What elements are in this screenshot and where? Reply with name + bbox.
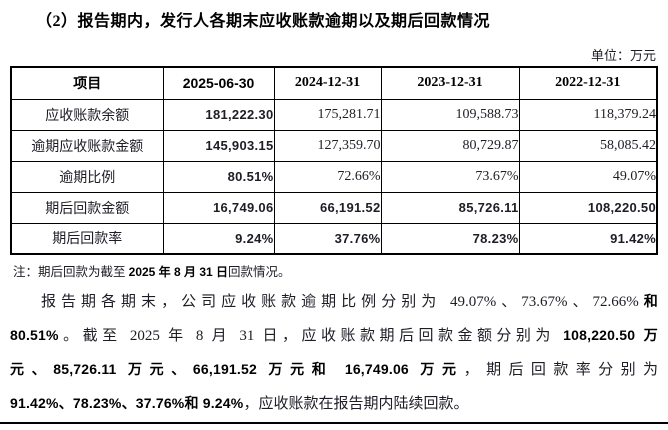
note-text: 回款情况。 xyxy=(228,265,291,279)
value-cell: 49.07% xyxy=(518,160,658,193)
para-text: ，期后回款率分别为 xyxy=(463,362,658,378)
row-label: 期后回款金额 xyxy=(10,191,164,224)
table-row: 应收账款余额 181,222.30 175,281.71 109,588.73 118,… xyxy=(10,98,658,131)
para-bold-text: 91.42%、78.23%、37.76%和 9.24% xyxy=(10,395,244,411)
note-text: 注：期后回款为截至 xyxy=(13,265,129,279)
value-cell: 58,085.42 xyxy=(518,129,658,162)
row-label: 逾期比例 xyxy=(10,160,164,193)
para-text: 报告期各期末，公司应收账款逾期比例分别为 49.07%、73.67%、72.66… xyxy=(41,294,639,310)
column-header: 项目 xyxy=(10,66,164,100)
table-note: 注：期后回款为截至 2025 年 8 月 31 日回款情况。 xyxy=(13,261,291,280)
table-row: 期后回款率 9.24% 37.76% 78.23% 91.42% xyxy=(10,222,658,255)
value-cell: 80,729.87 xyxy=(380,129,520,162)
value-cell: 37.76% xyxy=(273,222,382,255)
value-cell: 9.24% xyxy=(162,222,275,255)
value-cell: 85,726.11 xyxy=(380,191,520,224)
section-title: （2）报告期内，发行人各期末应收账款逾期以及期后回款情况 xyxy=(36,13,491,30)
column-header: 2024-12-31 xyxy=(273,66,382,100)
para-bold-text: 元、85,726.11 万元、66,191.52 万元和 16,749.06 万… xyxy=(10,361,464,377)
value-cell: 78.23% xyxy=(380,222,520,255)
value-cell: 16,749.06 xyxy=(162,191,275,224)
row-label: 应收账款余额 xyxy=(10,98,164,131)
value-cell: 181,222.30 xyxy=(162,98,275,131)
value-cell: 118,379.24 xyxy=(518,98,658,131)
body-paragraph: 报告期各期末，公司应收账款逾期比例分别为 49.07%、73.67%、72.66… xyxy=(10,284,658,420)
value-cell: 80.51% xyxy=(162,160,275,193)
column-header: 2023-12-31 xyxy=(380,66,520,100)
column-header: 2025-06-30 xyxy=(162,66,275,100)
paragraph-line: 91.42%、78.23%、37.76%和 9.24%，应收账款在报告期内陆续回… xyxy=(10,386,658,420)
value-cell: 175,281.71 xyxy=(273,98,382,131)
value-cell: 108,220.50 xyxy=(518,191,658,224)
value-cell: 66,191.52 xyxy=(273,191,382,224)
para-bold-text: 和 xyxy=(638,293,658,309)
row-label: 期后回款率 xyxy=(10,222,164,255)
value-cell: 73.67% xyxy=(380,160,520,193)
receivables-table: 项目 2025-06-30 2024-12-31 2023-12-31 2022-12-… xyxy=(10,66,658,255)
paragraph-line: 报告期各期末，公司应收账款逾期比例分别为 49.07%、73.67%、72.66… xyxy=(10,284,658,318)
table-row: 逾期比例 80.51% 72.66% 73.67% 49.07% xyxy=(10,160,658,193)
value-cell: 72.66% xyxy=(273,160,382,193)
value-cell: 127,359.70 xyxy=(273,129,382,162)
paragraph-line: 80.51%。截至 2025 年 8 月 31 日，应收账款期后回款金额分别为 … xyxy=(10,318,658,352)
page-footer-rule xyxy=(0,422,668,424)
row-label: 逾期应收账款金额 xyxy=(10,129,164,162)
para-text: 。截至 2025 年 8 月 31 日，应收账款期后回款金额分别为 xyxy=(58,328,564,344)
unit-label: 单位：万元 xyxy=(590,48,656,63)
para-text: ，应收账款在报告期内陆续回款。 xyxy=(243,396,469,412)
value-cell: 109,588.73 xyxy=(380,98,520,131)
para-bold-text: 108,220.50 万 xyxy=(563,327,658,343)
paragraph-line: 元、85,726.11 万元、66,191.52 万元和 16,749.06 万… xyxy=(10,352,658,386)
table-row: 逾期应收账款金额 145,903.15 127,359.70 80,729.87 58,… xyxy=(10,129,658,162)
column-header: 2022-12-31 xyxy=(518,66,658,100)
para-bold-text: 80.51% xyxy=(10,327,59,343)
note-bold-text: 2025 年 8 月 31 日 xyxy=(128,265,229,279)
table-row: 期后回款金额 16,749.06 66,191.52 85,726.11 108,220… xyxy=(10,191,658,224)
table-header-row: 项目 2025-06-30 2024-12-31 2023-12-31 2022-12-… xyxy=(10,66,658,100)
value-cell: 145,903.15 xyxy=(162,129,275,162)
value-cell: 91.42% xyxy=(518,222,658,255)
